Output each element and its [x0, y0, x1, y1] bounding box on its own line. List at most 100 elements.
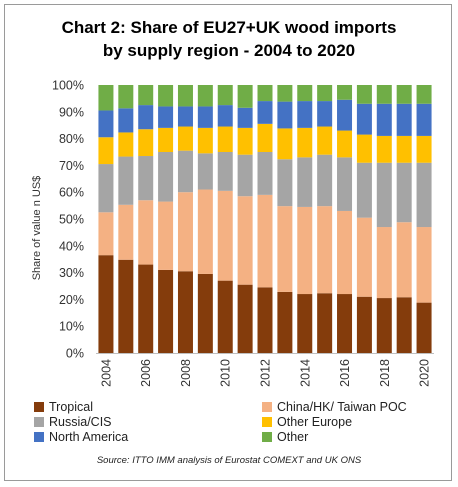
bar-segment: [297, 206, 313, 295]
bar-segment: [237, 284, 253, 353]
y-tick-label: 20%: [59, 293, 84, 307]
bar-segment: [317, 206, 333, 294]
y-tick-label: 80%: [59, 132, 84, 146]
legend-label: Russia/CIS: [49, 415, 112, 429]
bar-segment: [217, 280, 233, 353]
bar-segment: [396, 297, 412, 353]
bar-segment: [197, 273, 213, 353]
bar-segment: [138, 105, 154, 130]
bar-segment: [257, 152, 273, 195]
y-tick-label: 0%: [66, 347, 84, 361]
bar-segment: [317, 126, 333, 155]
bar-segment: [237, 154, 253, 197]
bar-segment: [396, 103, 412, 136]
bar-segment: [217, 85, 233, 106]
bar-segment: [177, 85, 193, 107]
x-tick-label: 2006: [139, 359, 153, 387]
bar-segment: [317, 85, 333, 102]
legend-swatch: [34, 402, 44, 412]
bar-segment: [257, 101, 273, 124]
bar-segment: [98, 137, 114, 165]
bar-segment: [158, 269, 174, 353]
bar-segment: [337, 157, 353, 211]
stacked-bar-chart: 0%10%20%30%40%50%60%70%80%90%100% 2004 20…: [31, 79, 434, 387]
bar-segment: [118, 108, 134, 133]
bar-segment: [118, 204, 134, 260]
bar-segment: [177, 126, 193, 151]
bar-segment: [277, 101, 293, 129]
bar-segment: [277, 291, 293, 353]
y-tick-label: 40%: [59, 239, 84, 253]
bar-segment: [158, 152, 174, 202]
bar-segment: [138, 264, 154, 353]
legend-label: Other Europe: [277, 415, 353, 429]
bar-segment: [356, 296, 372, 353]
bar-segment: [416, 85, 432, 104]
x-tick-label: 2016: [338, 359, 352, 387]
bar-segment: [277, 85, 293, 102]
bar-segment: [98, 212, 114, 256]
bar-segment: [177, 192, 193, 272]
x-tick-label: 2012: [259, 359, 273, 387]
bar-segment: [197, 127, 213, 154]
bar-segment: [416, 227, 432, 303]
bar-segment: [98, 85, 114, 111]
legend-label: Tropical: [49, 400, 93, 414]
bar-segment: [98, 255, 114, 353]
bar-segment: [356, 162, 372, 218]
bar-segment: [138, 200, 154, 265]
bar-segment: [297, 127, 313, 158]
legend-item: China/HK/ Taiwan POC: [262, 400, 407, 414]
y-tick-label: 70%: [59, 159, 84, 173]
bar-segment: [257, 194, 273, 288]
x-tick-label: 2014: [298, 359, 312, 387]
bar-segment: [297, 101, 313, 128]
legend-label: Other: [277, 430, 309, 444]
bar-segment: [217, 152, 233, 191]
bar-segment: [197, 106, 213, 128]
bar-segment: [416, 302, 432, 353]
bar-segment: [376, 298, 392, 353]
y-tick-label: 60%: [59, 186, 84, 200]
bar-segment: [118, 85, 134, 109]
legend-item: Other Europe: [262, 415, 352, 429]
bar-segment: [118, 132, 134, 157]
bar-segment: [257, 85, 273, 102]
bar-segment: [297, 85, 313, 102]
chart-title-line-2: by supply region - 2004 to 2020: [102, 41, 356, 60]
bar-segment: [237, 107, 253, 128]
bar-segment: [158, 127, 174, 152]
bar-segment: [217, 105, 233, 127]
bar-segment: [317, 101, 333, 127]
bar-segment: [257, 287, 273, 353]
bar-segment: [356, 103, 372, 135]
bar-segment: [396, 162, 412, 223]
x-tick-label: 2018: [378, 359, 392, 387]
bar-segment: [396, 135, 412, 163]
legend-label: China/HK/ Taiwan POC: [277, 400, 407, 414]
y-axis-tick-labels: 0% 10% 20% 30% 40% 50% 60% 70% 80% 90% 100%: [52, 79, 84, 361]
bar-segment: [376, 103, 392, 136]
chart-title: Chart 2: Share of EU27+UK wood imports b…: [0, 16, 458, 62]
bar-segment: [416, 103, 432, 136]
y-axis-label: Share of value n US$: [31, 176, 43, 281]
x-tick-label: 2008: [179, 359, 193, 387]
bar-segment: [158, 201, 174, 270]
bars: [98, 85, 432, 353]
bar-segment: [118, 156, 134, 205]
bar-segment: [118, 259, 134, 353]
legend-swatch: [262, 417, 272, 427]
legend-swatch: [34, 417, 44, 427]
bar-segment: [138, 129, 154, 157]
bar-segment: [337, 210, 353, 295]
bar-segment: [197, 85, 213, 107]
bar-segment: [297, 157, 313, 207]
x-tick-label: 2004: [99, 359, 113, 387]
bar-segment: [376, 162, 392, 228]
y-tick-label: 50%: [59, 213, 84, 227]
bar-segment: [237, 85, 253, 108]
bar-segment: [197, 189, 213, 274]
chart-title-line-1: Chart 2: Share of EU27+UK wood imports: [61, 18, 397, 37]
legend-item: Tropical: [34, 400, 93, 414]
source-note: Source: ITTO IMM analysis of Eurostat CO…: [96, 455, 362, 466]
